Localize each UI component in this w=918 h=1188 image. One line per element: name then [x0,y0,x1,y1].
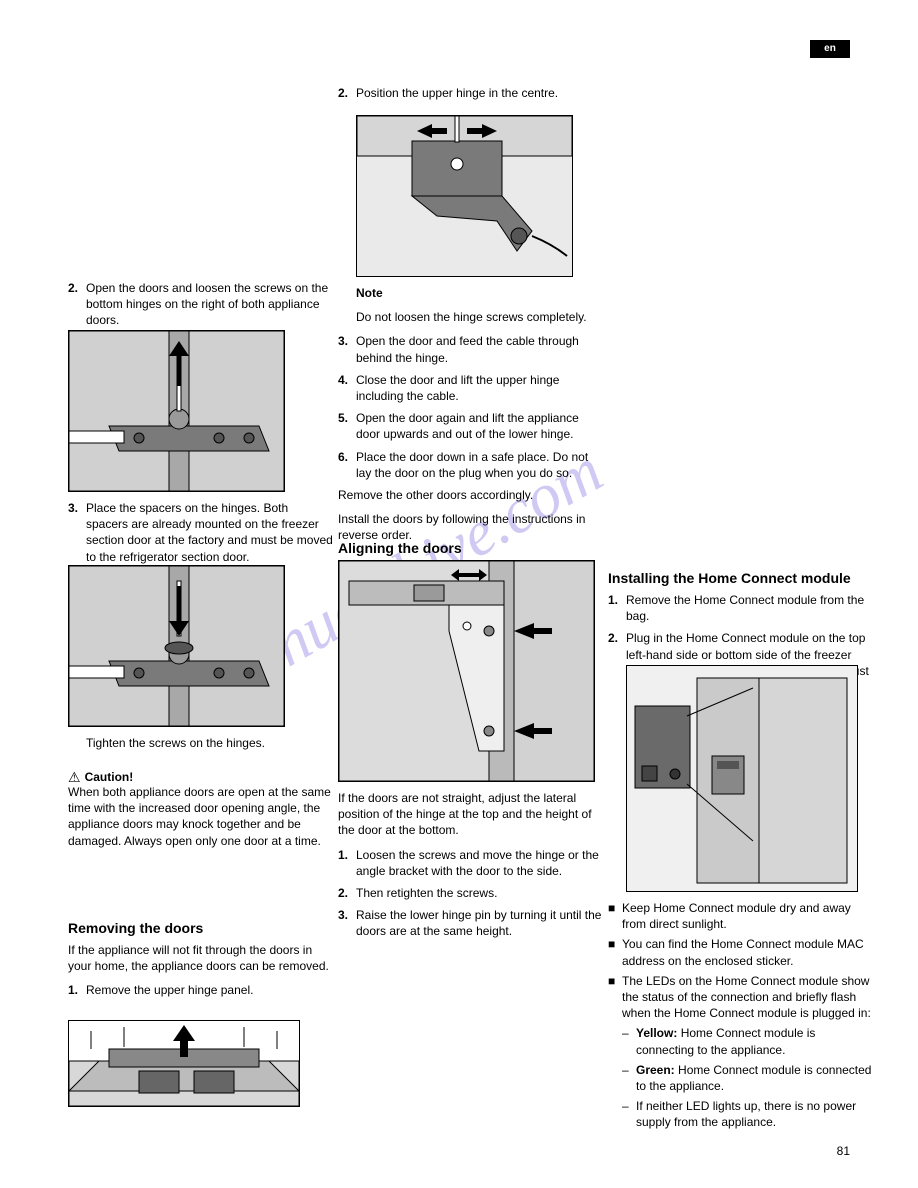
step-r1: 1. Remove the upper hinge panel. [68,982,333,998]
hinge-spacer-svg [69,566,284,726]
bullet-text: Keep Home Connect module dry and away fr… [622,900,873,932]
figure-upper-hinge-centre [356,115,573,277]
step-text: Place the door down in a safe place. Do … [356,449,603,481]
caution-label: Caution! [85,770,134,784]
caution-body: When both appliance doors are open at th… [68,784,333,849]
step-a2: 2. Then retighten the screws. [338,885,603,901]
language-tab: en [810,40,850,58]
step-number: 1. [338,847,356,879]
bullet-marker: – [622,1025,636,1057]
note-label: Note [356,286,383,300]
step-number: 5. [338,410,356,442]
step-r2: 2. Position the upper hinge in the centr… [338,85,603,101]
caution-block: ⚠ Caution! [68,770,333,784]
hc-bullet-3: ■ The LEDs on the Home Connect module sh… [608,973,873,1022]
step-text: Open the door again and lift the applian… [356,410,603,442]
caution-icon: ⚠ [68,770,81,784]
step-text: Close the door and lift the upper hinge … [356,372,603,404]
step-h1: 1. Remove the Home Connect module from t… [608,592,873,624]
step-text: Loosen the screws and move the hinge or … [356,847,603,879]
heading-removing-doors: Removing the doors [68,920,333,936]
step-number: 1. [608,592,626,624]
figure-hinge-spacer [68,565,285,727]
note-body: Do not loosen the hinge screws completel… [356,309,603,325]
step-3b-text: Tighten the screws on the hinges. [86,735,333,751]
step-r5: 5. Open the door again and lift the appl… [338,410,603,442]
step-text: Open the doors and loosen the screws on … [86,280,333,329]
upper-hinge-svg [357,116,572,276]
led-green-label: Green: [636,1063,675,1077]
page: en manualshive.com 2. Open the doors and… [0,0,918,1188]
figure-home-connect-module [626,665,858,892]
figure-hinge-loosen [68,330,285,492]
align-lead: If the doors are not straight, adjust th… [338,790,603,839]
bullet-text: The LEDs on the Home Connect module show… [622,973,873,1022]
remove-lead: If the appliance will not fit through th… [68,942,333,974]
step-text: Remove the upper hinge panel. [86,982,333,998]
bullet-text: You can find the Home Connect module MAC… [622,936,873,968]
step-3: 3. Place the spacers on the hinges. Both… [68,500,333,565]
hc-module-svg [627,666,857,891]
step-r4: 4. Close the door and lift the upper hin… [338,372,603,404]
step-r3: 3. Open the door and feed the cable thro… [338,333,603,365]
step-a3: 3. Raise the lower hinge pin by turning … [338,907,603,939]
step-number: 2. [68,280,86,329]
step-number: 3. [338,333,356,365]
heading-home-connect: Installing the Home Connect module [608,570,873,586]
step-number: 3. [338,907,356,939]
bullet-marker: ■ [608,973,622,1022]
hinge-loosen-svg [69,331,284,491]
bullet-marker: ■ [608,900,622,932]
step-text: Open the door and feed the cable through… [356,333,603,365]
top-panel-svg [69,1021,299,1106]
step-number: 1. [68,982,86,998]
step-text: Remove the Home Connect module from the … [626,592,873,624]
led-yellow: – Yellow: Home Connect module is connect… [622,1025,873,1057]
hc-bullet-2: ■ You can find the Home Connect module M… [608,936,873,968]
step-number: 4. [338,372,356,404]
step-number: 6. [338,449,356,481]
figure-top-panel-remove [68,1020,300,1107]
step-text: Place the spacers on the hinges. Both sp… [86,500,333,565]
led-off: – If neither LED lights up, there is no … [622,1098,873,1130]
figure-align-bracket [338,560,595,782]
bullet-text: Green: Home Connect module is connected … [636,1062,873,1094]
step-text: Position the upper hinge in the centre. [356,85,603,101]
bullet-text: If neither LED lights up, there is no po… [636,1098,873,1130]
led-yellow-label: Yellow: [636,1026,677,1040]
page-number: 81 [837,1144,850,1158]
step-number: 2. [608,630,626,695]
hc-bullet-1: ■ Keep Home Connect module dry and away … [608,900,873,932]
bullet-text: Yellow: Home Connect module is connectin… [636,1025,873,1057]
step-text: Then retighten the screws. [356,885,603,901]
heading-aligning-doors: Aligning the doors [338,540,603,556]
step-r6: 6. Place the door down in a safe place. … [338,449,603,481]
step-2: 2. Open the doors and loosen the screws … [68,280,333,329]
install-doors: Install the doors by following the instr… [338,511,603,543]
bullet-marker: – [622,1098,636,1130]
remove-other: Remove the other doors accordingly. [338,487,603,503]
step-number: 2. [338,85,356,101]
led-green: – Green: Home Connect module is connecte… [622,1062,873,1094]
bullet-marker: – [622,1062,636,1094]
step-number: 3. [68,500,86,565]
step-a1: 1. Loosen the screws and move the hinge … [338,847,603,879]
step-text: Raise the lower hinge pin by turning it … [356,907,603,939]
step-number: 2. [338,885,356,901]
align-bracket-svg [339,561,594,781]
bullet-marker: ■ [608,936,622,968]
